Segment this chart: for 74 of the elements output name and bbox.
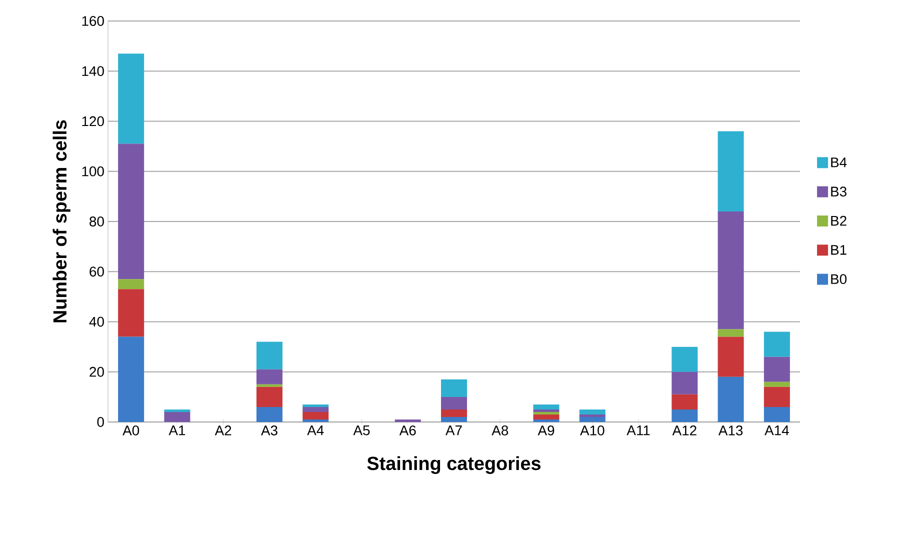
bar	[764, 382, 790, 387]
x-tick-label: A7	[446, 426, 462, 436]
x-tick-label: A13	[718, 426, 743, 436]
bar	[164, 412, 190, 422]
bar	[672, 409, 698, 422]
bar	[533, 414, 560, 420]
y-axis-title: Number of sperm cells	[52, 120, 70, 322]
x-tick-label: A9	[538, 426, 554, 436]
bar	[579, 416, 606, 422]
x-tick-label: A8	[492, 426, 508, 436]
bar	[302, 419, 329, 422]
bar	[164, 409, 190, 412]
bar	[672, 372, 698, 394]
bar	[394, 419, 421, 422]
x-tick-label: A1	[168, 426, 186, 436]
legend-label: B2	[831, 216, 846, 226]
x-tick-label: A11	[626, 426, 650, 436]
legend-label: B1	[831, 245, 846, 255]
bar	[256, 384, 282, 387]
bar	[441, 409, 468, 417]
bar	[672, 394, 698, 410]
bar	[118, 54, 144, 144]
bar	[533, 404, 560, 410]
bar	[533, 409, 560, 412]
y-tick-label: 0	[97, 417, 104, 427]
x-tick-label: A6	[399, 426, 416, 436]
bar	[256, 406, 282, 422]
y-tick-label: 140	[82, 66, 104, 76]
legend-label: B0	[831, 274, 847, 284]
x-tick-label: A10	[580, 426, 604, 436]
bar	[441, 379, 468, 397]
y-tick-label: 20	[90, 366, 104, 377]
bar	[533, 412, 560, 414]
bar	[718, 336, 744, 377]
x-tick-label: A0	[122, 426, 140, 436]
bar	[256, 342, 282, 370]
bar	[441, 396, 468, 410]
bar	[764, 332, 790, 357]
x-tick-label: A5	[353, 426, 370, 436]
bar	[579, 409, 606, 414]
bar	[256, 369, 282, 384]
bar	[302, 412, 329, 420]
bar	[118, 336, 144, 422]
bar	[118, 289, 144, 337]
bar	[764, 356, 790, 382]
legend-label: B4	[831, 158, 847, 168]
bar	[718, 131, 744, 212]
bar	[764, 386, 790, 407]
x-tick-label: A2	[214, 426, 232, 436]
bar	[256, 386, 282, 407]
bar	[302, 404, 329, 407]
bar	[118, 144, 144, 280]
x-tick-label: A4	[307, 426, 324, 436]
y-tick-label: 80	[90, 216, 104, 226]
bar	[118, 279, 144, 290]
bar	[764, 406, 790, 422]
x-tick-label: A3	[260, 426, 278, 436]
x-tick-label: A14	[764, 426, 789, 436]
bar	[718, 376, 744, 422]
bar	[718, 211, 744, 330]
bar	[579, 414, 606, 417]
legend-label: B3	[831, 186, 846, 197]
x-tick-label: A12	[672, 426, 696, 436]
bar	[718, 329, 744, 337]
bar	[441, 416, 468, 422]
y-tick-label: 160	[82, 16, 104, 26]
x-axis-title: Staining categories	[367, 456, 541, 474]
bar	[302, 406, 329, 412]
y-tick-label: 120	[82, 116, 104, 126]
y-tick-label: 60	[90, 266, 104, 277]
y-tick-label: 40	[89, 316, 104, 327]
bar	[533, 419, 560, 422]
y-tick-label: 100	[82, 166, 104, 176]
bar	[672, 346, 698, 372]
